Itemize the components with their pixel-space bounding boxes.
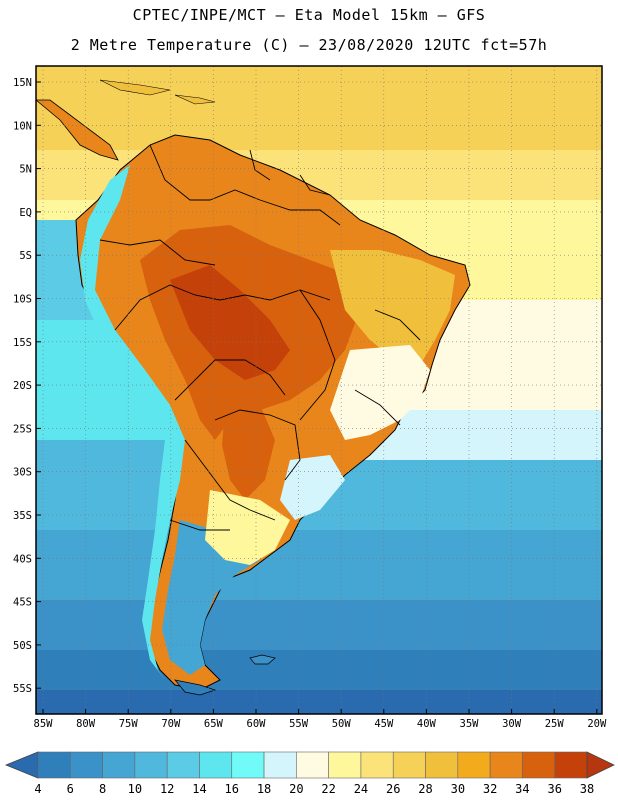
colorbar-tick-label: 14: [192, 782, 206, 796]
colorbar-cell: [199, 751, 233, 779]
colorbar-cell: [102, 751, 136, 779]
map-frame: [35, 65, 603, 715]
latitude-axis: 15N 10N 5N EQ 5S 10S 15S 20S 25S 30S 35S 40S 45S 50S 5…: [13, 77, 41, 695]
country-borders: [99, 144, 421, 531]
lon-label: 20W: [587, 718, 607, 730]
colorbar-cell: [522, 751, 556, 779]
colorbar-tick-label: 20: [289, 782, 303, 796]
colorbar-cell: [425, 751, 459, 779]
andes-cold: [80, 165, 185, 680]
colorbar-high-arrow: [586, 751, 615, 779]
lat-label: 40S: [13, 553, 32, 565]
lat-label: 5S: [19, 250, 32, 262]
colorbar-cell: [296, 751, 329, 779]
lat-label: EQ: [19, 207, 32, 219]
colorbar-cell: [489, 751, 523, 779]
pampas-mild: [205, 490, 290, 565]
lon-label: 80W: [76, 718, 96, 730]
map-field: [36, 66, 602, 714]
lat-label: 45S: [13, 597, 32, 609]
hottest-core: [170, 265, 290, 380]
lon-label: 85W: [34, 718, 54, 730]
colorbar-tick-label: 18: [257, 782, 271, 796]
lat-label: 30S: [13, 467, 32, 479]
lon-label: 40W: [417, 718, 437, 730]
ne-brazil: [330, 250, 455, 365]
paraguay-hot: [222, 405, 275, 500]
colorbar-tick-label: 34: [515, 782, 529, 796]
lat-label: 25S: [13, 423, 32, 435]
colorbar-cell: [166, 751, 200, 779]
lat-label: 35S: [13, 510, 32, 522]
lat-label: 55S: [13, 683, 32, 695]
colorbar-cell: [360, 751, 394, 779]
central-america: [36, 99, 119, 161]
colorbar-tick-label: 24: [354, 782, 368, 796]
lon-label: 65W: [204, 718, 224, 730]
title-line-2: 2 Metre Temperature (C) – 23/08/2020 12U…: [70, 36, 548, 54]
lat-label: 15N: [13, 77, 32, 89]
lon-label: 55W: [289, 718, 309, 730]
colorbar-tick-label: 26: [386, 782, 400, 796]
colorbar-tick-label: 30: [451, 782, 465, 796]
colorbar-tick-label: 38: [580, 782, 594, 796]
colorbar-tick-label: 10: [128, 782, 142, 796]
lon-label: 60W: [247, 718, 267, 730]
colorbar-cell: [69, 751, 103, 779]
colorbar-cell: [554, 751, 588, 779]
lon-label: 45W: [374, 718, 394, 730]
colorbar-tick-label: 4: [34, 782, 41, 796]
colorbar-tick-label: 12: [160, 782, 174, 796]
title-line-1: CPTEC/INPE/MCT – Eta Model 15km – GFS: [132, 6, 486, 24]
lat-label: 10S: [13, 294, 32, 306]
lon-label: 25W: [545, 718, 565, 730]
lon-label: 75W: [119, 718, 139, 730]
colorbar-tick-label: 8: [99, 782, 106, 796]
colorbar-tick-label: 28: [418, 782, 432, 796]
lon-label: 70W: [161, 718, 181, 730]
map-grid: [36, 66, 602, 714]
colorbar-cell: [134, 751, 168, 779]
lon-label: 35W: [460, 718, 480, 730]
colorbar-low-arrow: [4, 751, 39, 779]
lat-label: 10N: [13, 120, 32, 132]
lat-label: 50S: [13, 640, 32, 652]
colorbar-tick-label: 6: [67, 782, 74, 796]
colorbar-tick-label: 22: [321, 782, 335, 796]
se-brazil-cool: [330, 345, 430, 440]
temperature-colorbar: 4 6 8 10 12 14 16 18 20 22 24 26 28 30 32 34 36 38: [4, 751, 615, 796]
falkland-islands: [249, 654, 276, 665]
lon-label: 50W: [332, 718, 352, 730]
colorbar-cell: [328, 751, 362, 779]
colorbar-tick-label: 32: [483, 782, 497, 796]
lat-label: 15S: [13, 337, 32, 349]
colorbar-cell: [392, 751, 426, 779]
lat-label: 20S: [13, 380, 32, 392]
longitude-axis: 85W 80W 75W 70W 65W 60W 55W 50W 45W 40W 35W 30W 25W 2…: [34, 709, 607, 730]
colorbar-cell: [37, 751, 71, 779]
lon-label: 30W: [502, 718, 522, 730]
lat-label: 5N: [19, 164, 32, 176]
colorbar-cell: [263, 751, 297, 779]
colorbar-tick-label: 16: [225, 782, 239, 796]
colorbar-cell: [231, 751, 265, 779]
uruguay-cool: [280, 455, 345, 520]
colorbar-cell: [457, 751, 491, 779]
temperature-map: 15N 10N 5N EQ 5S 10S 15S 20S 25S 30S 35S 40S 45S 50S 5…: [13, 65, 607, 730]
colorbar-tick-label: 36: [547, 782, 561, 796]
